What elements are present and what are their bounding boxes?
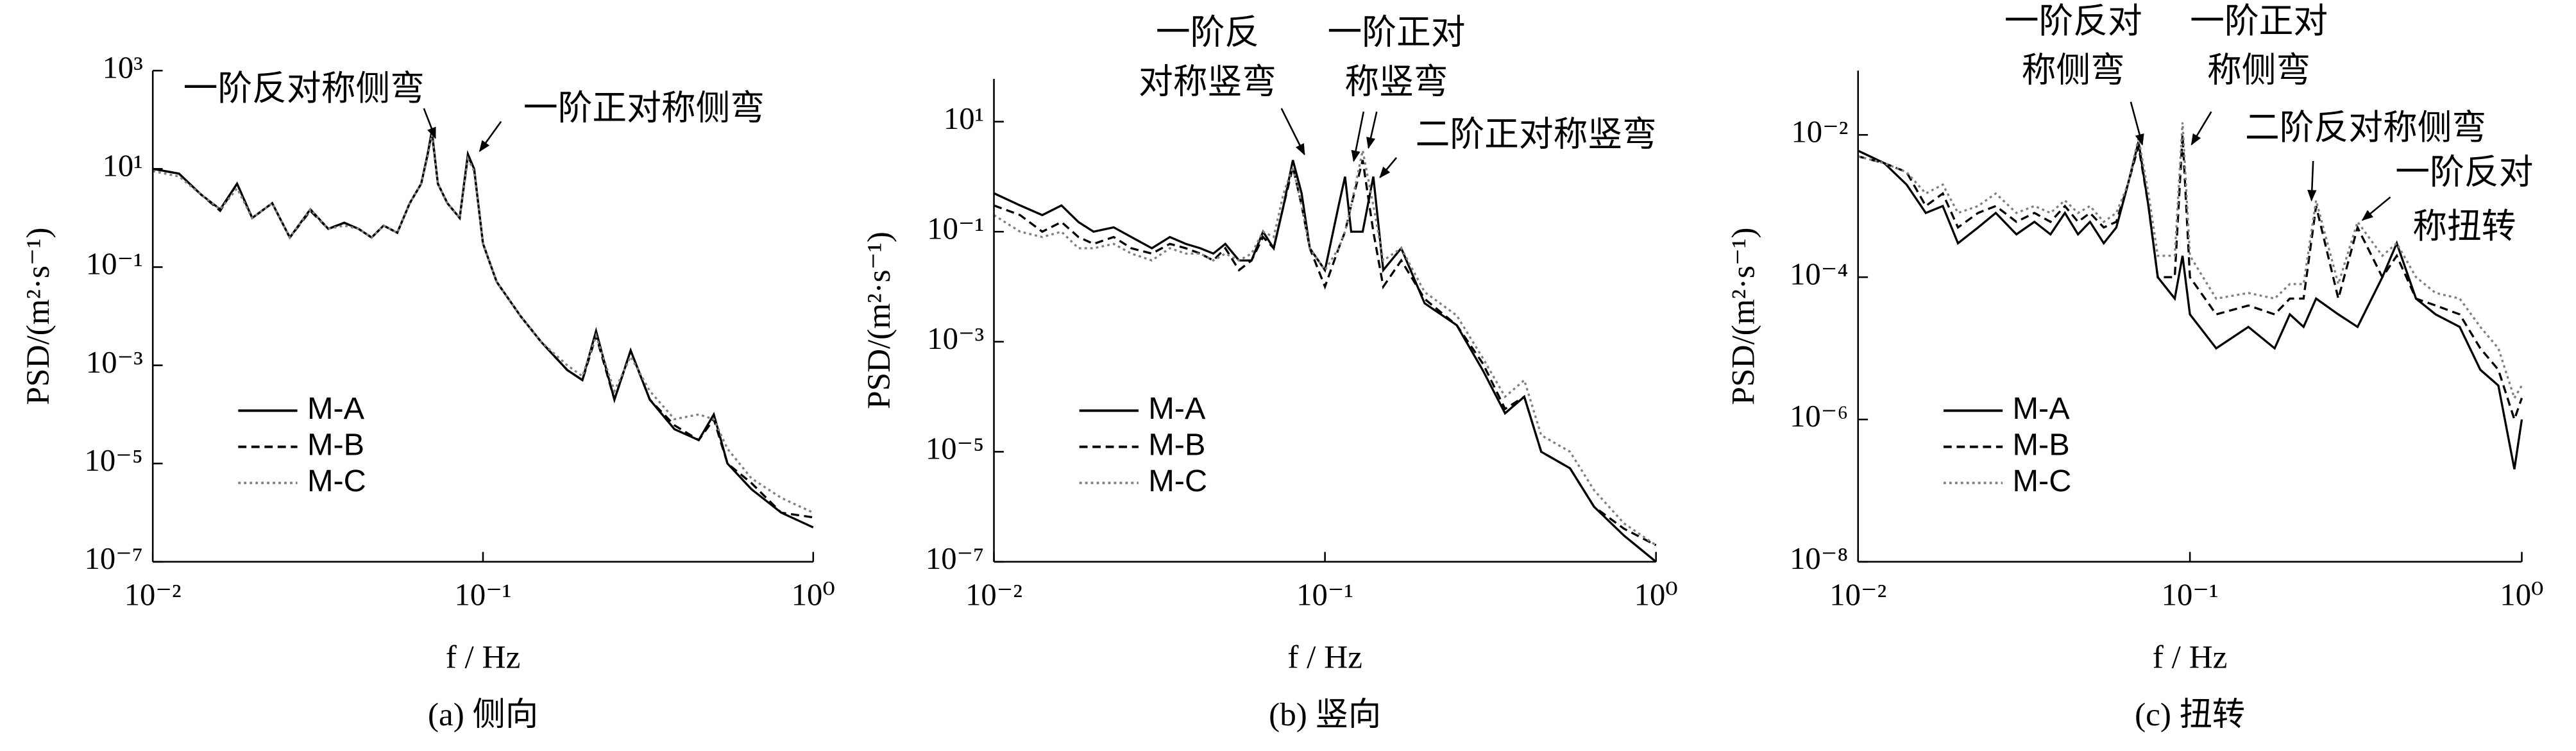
y-tick-label: 10¹	[103, 148, 143, 183]
annotation-arrow	[1366, 111, 1378, 149]
annotation: 称侧弯	[2022, 51, 2125, 90]
annotation-arrow	[479, 121, 502, 153]
legend-label: M-C	[2013, 464, 2072, 498]
x-tick-label: 10⁻²	[124, 577, 182, 612]
series-line	[152, 134, 814, 514]
y-tick-label: 10⁻²	[1791, 114, 1848, 149]
y-axis-label: PSD/(m²·s⁻¹)	[861, 232, 897, 409]
annotation: 称竖弯	[1344, 63, 1448, 101]
legend-label: M-B	[1148, 428, 1205, 462]
x-tick-label: 10⁻¹	[1296, 577, 1353, 612]
x-tick-label: 10⁻¹	[2162, 577, 2219, 612]
caption: (a) 侧向	[428, 696, 538, 733]
annotation: 一阶反对	[2395, 153, 2533, 191]
y-tick-label: 10¹	[944, 101, 984, 136]
x-tick-label: 10⁻²	[1829, 577, 1886, 612]
annotation: 二阶正对称竖弯	[1416, 115, 1657, 153]
y-tick-label: 10⁻⁷	[85, 541, 143, 576]
annotation: 一阶正对称侧弯	[523, 89, 765, 128]
x-axis-label: f / Hz	[1287, 639, 1362, 675]
y-tick-label: 10⁻⁵	[926, 432, 984, 466]
annotation: 一阶反对称侧弯	[183, 69, 425, 108]
annotation: 一阶正对	[1328, 13, 1466, 52]
series-line	[1858, 122, 2523, 401]
panel: 10⁻⁷ 10⁻⁵ 10⁻³ 10⁻¹ 10¹ 10³ 10⁻² 10⁻¹ 10⁰ f / Hz (…	[20, 50, 835, 733]
x-tick-label: 10⁰	[792, 577, 835, 612]
annotation-arrow	[2190, 111, 2212, 146]
x-tick-label: 10⁻²	[965, 577, 1022, 612]
annotation-arrow	[2130, 101, 2144, 146]
annotation-arrow	[1379, 157, 1398, 178]
y-tick-label: 10⁻³	[927, 321, 984, 356]
annotation: 二阶反对称侧弯	[2245, 108, 2486, 147]
y-tick-label: 10⁻³	[86, 345, 143, 380]
y-tick-label: 10⁻¹	[86, 247, 143, 282]
annotation-arrow	[1351, 111, 1365, 162]
annotation: 称侧弯	[2207, 51, 2310, 90]
series-line	[152, 132, 814, 519]
series-line	[993, 150, 1657, 546]
legend-label: M-B	[2013, 428, 2070, 462]
annotation-arrow	[2361, 196, 2391, 221]
x-axis-label: f / Hz	[2153, 639, 2228, 675]
annotation-arrow	[423, 108, 436, 139]
panel: 10⁻⁷ 10⁻⁵ 10⁻³ 10⁻¹ 10¹ 10⁻² 10⁻¹ 10⁰ f / Hz (b) …	[861, 13, 1678, 733]
caption: (b) 竖向	[1269, 696, 1381, 733]
legend-label: M-B	[307, 428, 364, 462]
annotation: 一阶反	[1156, 13, 1259, 52]
annotation-arrow	[2307, 160, 2317, 202]
legend-label: M-C	[307, 464, 366, 498]
y-axis-label: PSD/(m²·s⁻¹)	[1725, 228, 1761, 405]
annotation: 一阶正对	[2190, 2, 2328, 40]
panel: 10⁻⁸ 10⁻⁶ 10⁻⁴ 10⁻² 10⁻² 10⁻¹ 10⁰ f / Hz (c) 扭转 P…	[1725, 2, 2543, 733]
y-tick-label: 10⁻⁴	[1790, 257, 1848, 291]
legend-label: M-A	[2013, 391, 2071, 426]
x-tick-label: 10⁻¹	[455, 577, 512, 612]
x-tick-label: 10⁰	[1634, 577, 1678, 612]
caption: (c) 扭转	[2135, 696, 2245, 733]
y-tick-label: 10⁻⁷	[926, 541, 984, 576]
y-tick-label: 10⁻¹	[927, 211, 984, 246]
legend-label: M-A	[1148, 391, 1206, 426]
annotation: 称扭转	[2412, 207, 2516, 246]
legend-label: M-C	[1148, 464, 1207, 498]
legend-label: M-A	[307, 391, 365, 426]
series-line	[993, 160, 1657, 563]
series-line	[993, 160, 1657, 546]
annotation: 对称竖弯	[1139, 63, 1276, 101]
series-line	[1858, 141, 2523, 469]
series-line	[152, 130, 814, 528]
x-tick-label: 10⁰	[2500, 577, 2543, 612]
y-tick-label: 10⁻⁶	[1790, 399, 1848, 434]
y-axis-label: PSD/(m²·s⁻¹)	[20, 228, 56, 405]
series-line	[1858, 135, 2523, 423]
x-axis-label: f / Hz	[446, 639, 521, 675]
y-tick-label: 10³	[103, 50, 143, 85]
annotation-arrow	[1280, 108, 1305, 156]
y-tick-label: 10⁻⁸	[1790, 541, 1848, 576]
annotation: 一阶反对	[2004, 2, 2142, 40]
y-tick-label: 10⁻⁵	[85, 443, 143, 478]
